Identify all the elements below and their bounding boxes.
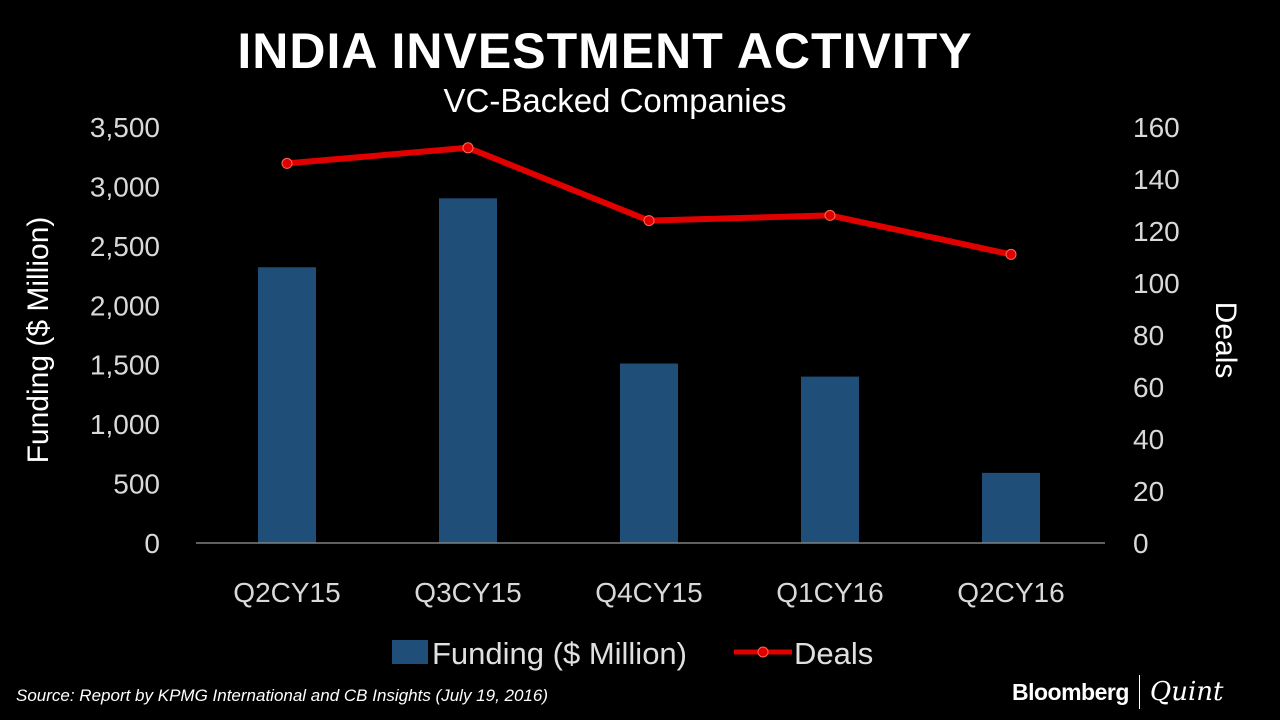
y2-tick-label: 60 xyxy=(1133,372,1164,403)
legend-label-deals: Deals xyxy=(794,636,873,671)
bloomberg-quint-logo: Bloomberg Quint xyxy=(1012,675,1223,709)
y-tick-label: 0 xyxy=(144,528,160,559)
legend-swatch-funding xyxy=(392,640,428,664)
bar-funding-Q2CY16 xyxy=(982,472,1040,543)
deals-point-Q1CY16 xyxy=(824,209,836,221)
legend: Funding ($ Million) Deals xyxy=(392,636,873,671)
logo-quint: Quint xyxy=(1149,677,1224,707)
y2-axis-label: Deals xyxy=(1209,302,1242,379)
y2-tick-label: 0 xyxy=(1133,528,1149,559)
y-tick-label: 2,500 xyxy=(90,231,160,262)
legend-marker-deals xyxy=(757,646,769,658)
y-tick-label: 3,500 xyxy=(90,112,160,143)
x-tick-label: Q2CY16 xyxy=(957,577,1064,608)
deals-point-Q2CY15 xyxy=(281,157,293,169)
legend-label-funding: Funding ($ Million) xyxy=(432,636,687,671)
deals-line xyxy=(286,144,1012,258)
y2-tick-label: 120 xyxy=(1133,216,1180,247)
bar-funding-Q1CY16 xyxy=(801,376,859,543)
y-tick-label: 3,000 xyxy=(90,171,160,202)
x-tick-label: Q2CY15 xyxy=(233,577,340,608)
chart-title: INDIA INVESTMENT ACTIVITY xyxy=(237,23,973,79)
logo-bloomberg: Bloomberg xyxy=(1012,678,1129,705)
y-tick-label: 500 xyxy=(113,469,160,500)
chart-subtitle: VC-Backed Companies xyxy=(443,82,787,119)
y-tick-label: 2,000 xyxy=(90,290,160,321)
bar-funding-Q2CY15 xyxy=(258,267,316,543)
deals-point-Q4CY15 xyxy=(643,215,655,227)
y2-tick-label: 160 xyxy=(1133,112,1180,143)
y2-tick-label: 40 xyxy=(1133,424,1164,455)
bar-funding-Q3CY15 xyxy=(439,198,497,544)
x-tick-label: Q3CY15 xyxy=(414,577,521,608)
y2-tick-label: 80 xyxy=(1133,320,1164,351)
y-tick-label: 1,000 xyxy=(90,409,160,440)
bar-funding-Q4CY15 xyxy=(620,363,678,543)
y2-tick-label: 20 xyxy=(1133,476,1164,507)
y-axis-label: Funding ($ Million) xyxy=(22,217,55,464)
logo-divider xyxy=(1138,675,1140,709)
y2-tick-label: 100 xyxy=(1133,268,1180,299)
y-tick-label: 1,500 xyxy=(90,350,160,381)
source-note: Source: Report by KPMG International and… xyxy=(16,686,548,705)
x-tick-label: Q4CY15 xyxy=(595,577,702,608)
x-tick-label: Q1CY16 xyxy=(776,577,883,608)
deals-point-Q2CY16 xyxy=(1005,248,1017,260)
deals-point-Q3CY15 xyxy=(462,142,474,154)
y2-tick-label: 140 xyxy=(1133,164,1180,195)
